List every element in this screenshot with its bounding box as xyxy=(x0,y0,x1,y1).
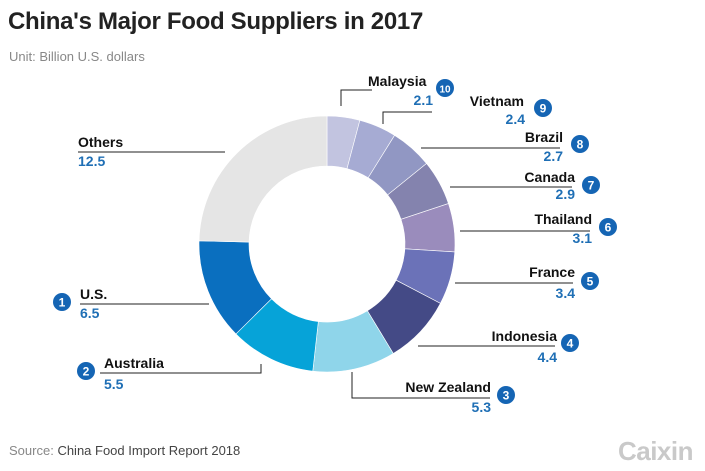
value-malaysia: 2.1 xyxy=(414,92,434,108)
rank-badge-thailand: 6 xyxy=(599,218,617,236)
rank-badge-canada: 7 xyxy=(582,176,600,194)
chart-title: China's Major Food Suppliers in 2017 xyxy=(8,8,423,35)
value-canada: 2.9 xyxy=(556,186,576,202)
slice-others xyxy=(198,115,328,243)
callout-others: Others 12.5 xyxy=(78,134,225,169)
source-note: Source: China Food Import Report 2018 xyxy=(9,443,240,458)
leader-line-new-zealand xyxy=(351,372,490,399)
svg-text:3: 3 xyxy=(503,389,510,403)
value-indonesia: 4.4 xyxy=(538,349,558,365)
callout-brazil: Brazil 2.7 8 xyxy=(421,129,589,164)
label-france: France xyxy=(529,264,575,280)
callout-malaysia: Malaysia 2.1 10 xyxy=(340,73,454,108)
rank-badge-brazil: 8 xyxy=(571,135,589,153)
source-text: China Food Import Report 2018 xyxy=(57,443,241,458)
rank-badge-vietnam: 9 xyxy=(534,99,552,117)
callout-u-s: U.S. 6.5 1 xyxy=(53,286,209,321)
label-thailand: Thailand xyxy=(534,211,592,227)
value-new-zealand: 5.3 xyxy=(472,399,492,415)
rank-badge-france: 5 xyxy=(581,272,599,290)
rank-badge-new-zealand: 3 xyxy=(497,386,515,404)
svg-text:6: 6 xyxy=(605,221,612,235)
label-canada: Canada xyxy=(524,169,575,185)
value-u-s: 6.5 xyxy=(80,305,100,321)
svg-text:10: 10 xyxy=(439,85,451,96)
svg-text:5: 5 xyxy=(587,275,594,289)
callout-vietnam: Vietnam 2.4 9 xyxy=(382,93,552,127)
value-france: 3.4 xyxy=(556,285,576,301)
value-australia: 5.5 xyxy=(104,376,124,392)
label-new-zealand: New Zealand xyxy=(405,379,491,395)
source-label: Source: xyxy=(9,443,54,458)
value-others: 12.5 xyxy=(78,153,105,169)
value-brazil: 2.7 xyxy=(544,148,564,164)
value-thailand: 3.1 xyxy=(573,230,593,246)
callout-australia: Australia 5.5 2 xyxy=(77,355,262,392)
chart-subtitle: Unit: Billion U.S. dollars xyxy=(9,49,145,64)
svg-text:7: 7 xyxy=(588,179,595,193)
callout-new-zealand: New Zealand 5.3 3 xyxy=(351,372,515,415)
rank-badge-indonesia: 4 xyxy=(561,334,579,352)
rank-badge-australia: 2 xyxy=(77,362,95,380)
svg-text:4: 4 xyxy=(567,337,574,351)
label-brazil: Brazil xyxy=(525,129,563,145)
label-others: Others xyxy=(78,134,123,150)
value-vietnam: 2.4 xyxy=(506,111,526,127)
rank-badge-malaysia: 10 xyxy=(436,79,454,97)
svg-text:9: 9 xyxy=(540,102,547,116)
label-u-s: U.S. xyxy=(80,286,107,302)
leader-line-vietnam xyxy=(382,111,432,124)
label-australia: Australia xyxy=(104,355,164,371)
callout-thailand: Thailand 3.1 6 xyxy=(460,211,617,246)
label-indonesia: Indonesia xyxy=(492,328,558,344)
label-vietnam: Vietnam xyxy=(470,93,524,109)
svg-text:1: 1 xyxy=(59,296,66,310)
svg-text:8: 8 xyxy=(577,138,584,152)
callout-indonesia: Indonesia 4.4 4 xyxy=(418,328,579,365)
callout-france: France 3.4 5 xyxy=(455,264,599,301)
rank-badge-u-s: 1 xyxy=(53,293,71,311)
leader-line-malaysia xyxy=(340,89,372,106)
caixin-logo: Caixin xyxy=(617,436,694,466)
svg-text:2: 2 xyxy=(83,365,90,379)
leader-line-australia xyxy=(100,364,262,374)
label-malaysia: Malaysia xyxy=(368,73,427,89)
